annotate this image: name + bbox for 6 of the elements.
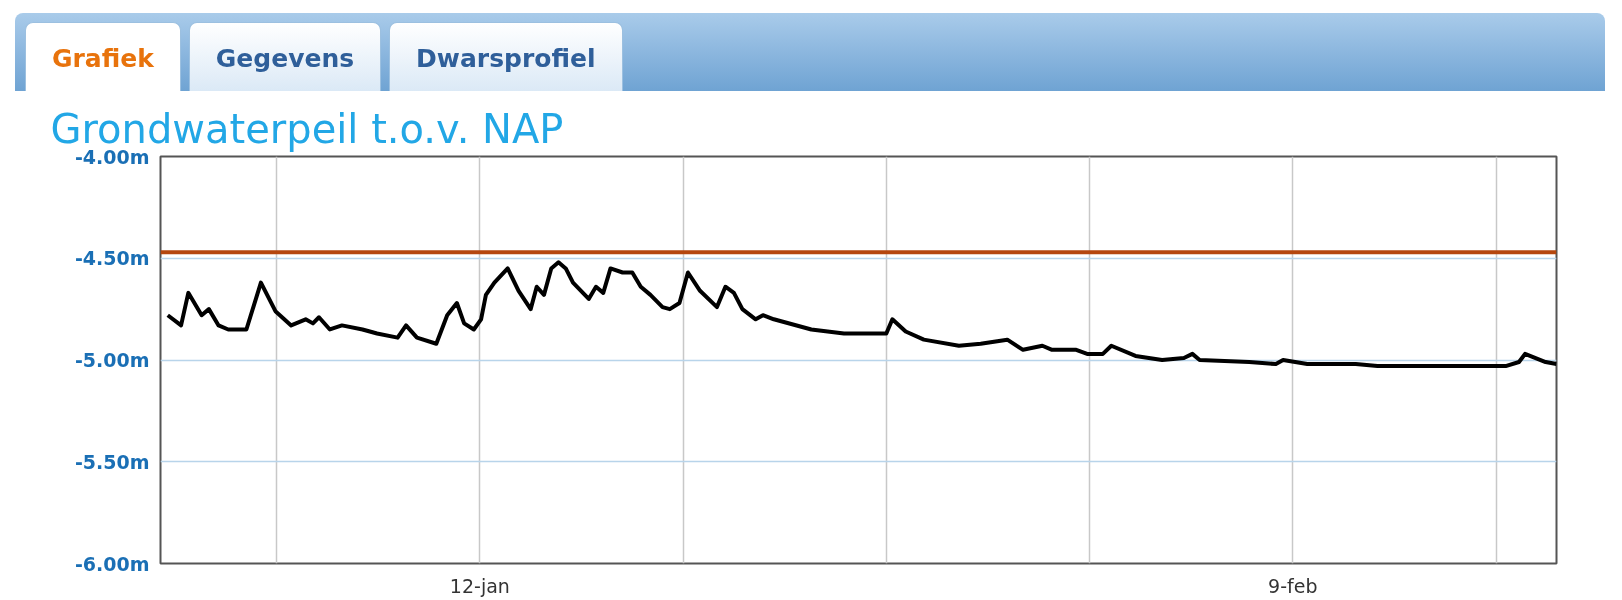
y-tick-label: -5.00m	[74, 349, 150, 371]
y-tick-label: -5.50m	[74, 450, 150, 473]
y-tick-label: -6.00m	[74, 552, 150, 575]
x-tick-label: 9-feb	[1268, 574, 1318, 597]
y-tick-label: -4.50m	[74, 247, 150, 270]
x-tick-label: 12-jan	[449, 574, 510, 597]
